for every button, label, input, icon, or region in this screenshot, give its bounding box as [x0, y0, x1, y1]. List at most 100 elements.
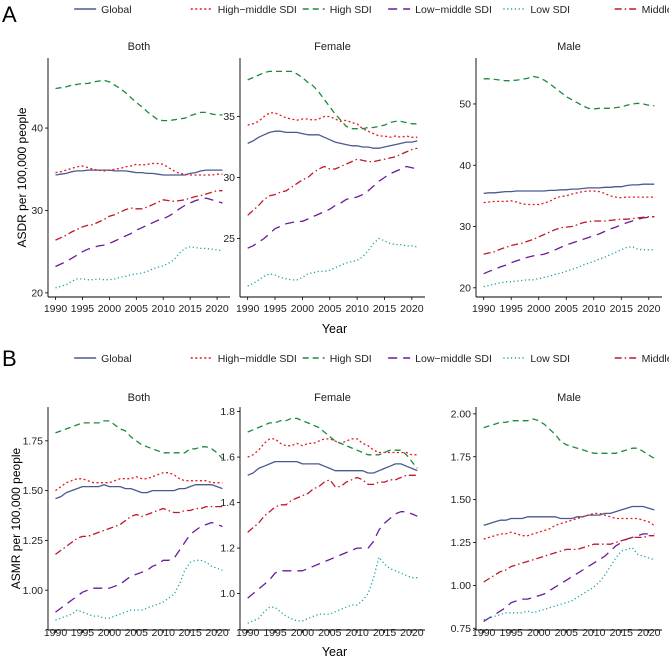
x-tick-label: 1995: [263, 627, 287, 639]
x-tick-label: 2000: [291, 627, 315, 639]
x-tick-label: 1995: [500, 627, 524, 639]
legend-item-global: Global: [74, 4, 132, 16]
panel-label: B: [2, 346, 17, 371]
series-line-global: [483, 183, 655, 195]
facet-female: Female 25 30 35 1990 1995 2000 2005 2010 2015 2020: [223, 41, 425, 315]
x-tick-label: 2000: [98, 627, 122, 639]
y-tick-label: 1.25: [23, 535, 44, 547]
legend-label: Low−middle SDI: [415, 353, 492, 365]
series-line-low-sdi: [483, 246, 655, 288]
y-tick-label: 1.75: [23, 435, 44, 447]
series-line-global: [55, 169, 223, 176]
series-line-low-middle-sdi: [247, 165, 418, 249]
panel-label: A: [2, 2, 17, 27]
facet-male: Male 0.75 1.00 1.25 1.50 1.75 2.00 1990 1995 2000…: [451, 392, 662, 639]
x-tick-label: 2015: [373, 627, 397, 639]
x-axis-label: Year: [322, 322, 347, 336]
series-line-middle-sdi: [247, 147, 418, 216]
x-tick-label: 1990: [236, 627, 260, 639]
panel-a: A Global High−middle SDI High SDI Low−middle…: [2, 2, 669, 336]
legend-label: Middle SDI: [642, 353, 669, 365]
x-tick-label: 2005: [318, 627, 342, 639]
legend-label: Low SDI: [530, 4, 570, 16]
legend-item-high-sdi: High SDI: [302, 353, 372, 365]
y-tick-label: 0.75: [451, 623, 472, 635]
y-tick-label: 1.4: [220, 497, 235, 509]
x-tick-label: 1995: [71, 627, 95, 639]
facet-male: Male 20 30 40 50 1990 1995 2000 2005 2010 2015 2020: [459, 41, 662, 315]
y-tick-label: 1.2: [220, 543, 235, 555]
x-tick-label: 2020: [400, 627, 424, 639]
x-tick-label: 2015: [178, 627, 202, 639]
facet-both: Both 1.00 1.25 1.50 1.75 1990 1995 2000 2005 2010…: [23, 392, 230, 639]
series-line-middle-sdi: [247, 474, 418, 533]
legend-item-middle-sdi: Middle SDI: [614, 353, 669, 365]
legend: Global High−middle SDI High SDI Low−middle …: [74, 4, 669, 16]
series-line-high-sdi: [483, 418, 655, 460]
facet-title: Male: [557, 41, 581, 53]
legend-label: Middle SDI: [642, 4, 669, 16]
series-line-high-middle-sdi: [55, 162, 223, 176]
x-tick-label: 2005: [125, 303, 149, 315]
facet-title: Female: [314, 392, 351, 404]
series-line-low-sdi: [247, 237, 418, 287]
legend-label: High SDI: [330, 4, 372, 16]
x-tick-label: 2000: [527, 627, 551, 639]
x-tick-label: 2020: [400, 303, 424, 315]
legend-label: Low SDI: [530, 353, 570, 365]
y-tick-label: 30: [223, 172, 235, 184]
y-tick-label: 1.00: [451, 580, 472, 592]
series-line-low-sdi: [55, 559, 223, 621]
x-tick-label: 2015: [373, 303, 397, 315]
y-tick-label: 1.0: [220, 588, 235, 600]
y-axis-label: ASMR per 100,000 people: [9, 447, 23, 589]
y-tick-label: 50: [459, 99, 471, 111]
x-tick-label: 1995: [71, 303, 95, 315]
legend-item-low-middle-sdi: Low−middle SDI: [388, 4, 492, 16]
series-line-high-sdi: [55, 79, 223, 122]
x-axis-label: Year: [322, 645, 347, 659]
series-line-high-middle-sdi: [247, 438, 418, 458]
x-tick-label: 2005: [555, 627, 579, 639]
series-line-low-middle-sdi: [483, 216, 655, 275]
x-tick-label: 2000: [291, 303, 315, 315]
series-line-high-sdi: [247, 417, 418, 469]
series-line-middle-sdi: [55, 505, 223, 555]
y-tick-label: 25: [223, 233, 235, 245]
x-tick-label: 2010: [345, 627, 369, 639]
series-line-low-middle-sdi: [483, 533, 655, 622]
y-tick-label: 1.25: [451, 537, 472, 549]
x-tick-label: 2015: [178, 303, 202, 315]
series-line-low-sdi: [483, 547, 655, 621]
legend-label: Low−middle SDI: [415, 4, 492, 16]
panel-b: B Global High−middle SDI High SDI Low−middle…: [2, 346, 669, 659]
series-line-low-sdi: [247, 556, 418, 624]
x-tick-label: 2020: [205, 303, 229, 315]
x-tick-label: 1990: [236, 303, 260, 315]
y-tick-label: 40: [31, 123, 43, 135]
x-tick-label: 2010: [345, 303, 369, 315]
series-line-high-middle-sdi: [483, 512, 655, 540]
legend-item-middle-sdi: Middle SDI: [614, 4, 669, 16]
x-tick-label: 2005: [318, 303, 342, 315]
legend-item-low-middle-sdi: Low−middle SDI: [388, 353, 492, 365]
legend-label: High−middle SDI: [218, 353, 297, 365]
series-line-global: [247, 460, 418, 476]
series-line-global: [483, 505, 655, 527]
series-line-high-middle-sdi: [247, 112, 418, 138]
x-tick-label: 2010: [152, 303, 176, 315]
legend-item-high-sdi: High SDI: [302, 4, 372, 16]
legend-item-high-middle-sdi: High−middle SDI: [190, 353, 297, 365]
series-line-low-sdi: [55, 246, 223, 289]
legend-label: Global: [101, 353, 131, 365]
x-tick-label: 2000: [98, 303, 122, 315]
series-line-high-sdi: [247, 70, 418, 130]
series-line-global: [55, 484, 223, 500]
legend-label: High SDI: [330, 353, 372, 365]
x-tick-label: 1990: [44, 303, 68, 315]
y-tick-label: 20: [31, 287, 43, 299]
series-line-high-middle-sdi: [483, 190, 655, 206]
series-line-high-sdi: [483, 75, 655, 110]
